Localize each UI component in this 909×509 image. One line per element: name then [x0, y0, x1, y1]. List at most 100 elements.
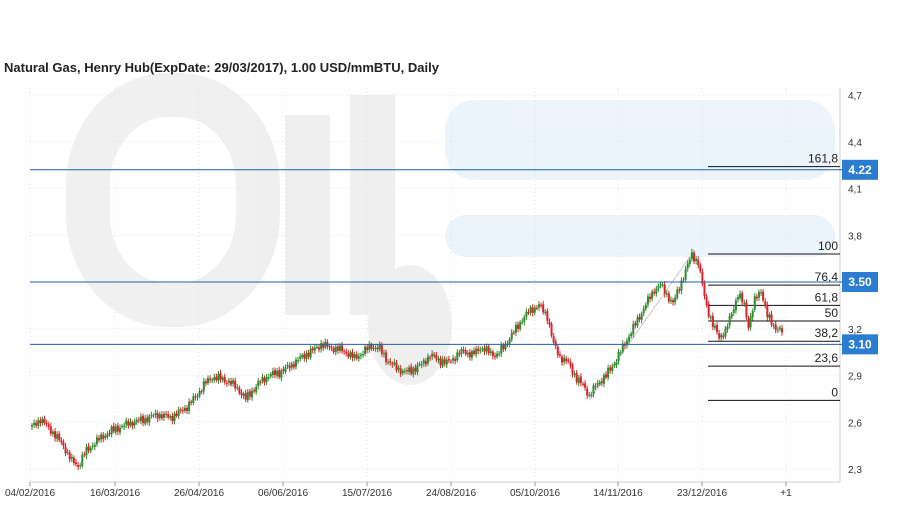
candle-body: [454, 358, 457, 361]
candle: [85, 443, 88, 459]
candle-body: [175, 413, 178, 416]
candle-body: [682, 279, 685, 281]
candle: [156, 410, 159, 423]
candle: [173, 411, 176, 425]
candle-body: [389, 361, 392, 363]
x-tick-label: 16/03/2016: [90, 488, 140, 499]
candle-body: [152, 415, 155, 417]
candle-body: [571, 364, 574, 375]
candle-body: [693, 252, 696, 262]
candle: [255, 383, 258, 395]
x-tick-label: 14/11/2016: [593, 488, 643, 499]
candle: [43, 415, 46, 426]
chart-title: Natural Gas, Henry Hub(ExpDate: 29/03/20…: [4, 60, 439, 75]
candle: [98, 434, 101, 443]
candle-body: [366, 347, 369, 350]
candle-body: [364, 346, 367, 354]
candle: [449, 359, 452, 364]
candle: [309, 345, 312, 360]
candle-body: [443, 358, 446, 364]
candle: [454, 356, 457, 365]
candle: [45, 419, 48, 428]
candle: [382, 349, 385, 358]
candle-body: [489, 351, 492, 353]
y-tick-label: 4,1: [848, 185, 862, 196]
candle-body: [749, 316, 752, 328]
candle: [619, 350, 622, 356]
candle: [674, 294, 677, 306]
candle-body: [596, 382, 599, 386]
candle: [531, 304, 534, 317]
candle-body: [382, 353, 385, 355]
candle-body: [737, 297, 740, 300]
x-axis: 04/02/2016 16/03/2016 26/04/2016 06/06/2016…: [5, 482, 792, 499]
candle-body: [79, 465, 82, 467]
candle-body: [290, 363, 293, 368]
candle-body: [676, 289, 679, 298]
candle: [188, 398, 191, 415]
candle: [584, 380, 587, 391]
candle-body: [127, 421, 130, 426]
candle-body: [491, 351, 494, 357]
candle: [414, 364, 417, 375]
candle: [445, 356, 448, 368]
candle: [139, 413, 142, 425]
watermark-bar-bottom: [445, 215, 835, 257]
candle: [330, 343, 333, 352]
candle: [177, 406, 180, 419]
candle: [709, 314, 712, 321]
candle-body: [609, 367, 612, 371]
candle-body: [452, 358, 455, 361]
candle: [437, 355, 440, 364]
candle: [311, 346, 314, 354]
candle-body: [37, 420, 40, 426]
candle-body: [31, 425, 33, 427]
candle-body: [695, 258, 698, 262]
candle: [364, 344, 367, 357]
candle-body: [747, 318, 750, 329]
candle-body: [598, 382, 601, 384]
candle-body: [716, 325, 719, 333]
candle-body: [433, 354, 436, 356]
candle-body: [294, 359, 297, 367]
candle: [426, 353, 429, 366]
candle-body: [724, 328, 727, 337]
candle: [253, 387, 256, 394]
candle: [613, 361, 616, 368]
candle-body: [320, 343, 323, 350]
candle: [665, 290, 668, 298]
candle: [288, 362, 291, 372]
candle: [62, 439, 65, 450]
candle: [83, 451, 86, 458]
candle: [514, 321, 517, 336]
candle-body: [397, 367, 400, 370]
candle-body: [58, 433, 61, 441]
candle-body: [535, 307, 538, 309]
candle: [47, 421, 50, 431]
candle: [165, 410, 168, 418]
candle-body: [429, 357, 432, 359]
candle-body: [594, 386, 597, 388]
candle-body: [165, 414, 168, 416]
candle-body: [713, 325, 716, 328]
candle-body: [393, 362, 396, 364]
candle: [351, 348, 354, 362]
candle: [137, 416, 140, 423]
candle-body: [504, 343, 507, 350]
candle: [422, 357, 425, 367]
candle-body: [104, 435, 107, 438]
candle-body: [590, 395, 593, 397]
candle: [240, 389, 243, 399]
candle: [284, 364, 287, 375]
candle: [466, 349, 469, 358]
candle: [395, 359, 398, 373]
candle: [686, 260, 689, 272]
candle-body: [418, 363, 421, 365]
candle: [215, 373, 218, 383]
candle: [632, 320, 635, 338]
candle-body: [284, 367, 287, 372]
candle: [179, 407, 182, 414]
candle-body: [690, 252, 693, 260]
candle-body: [110, 426, 113, 435]
candle: [766, 301, 769, 321]
